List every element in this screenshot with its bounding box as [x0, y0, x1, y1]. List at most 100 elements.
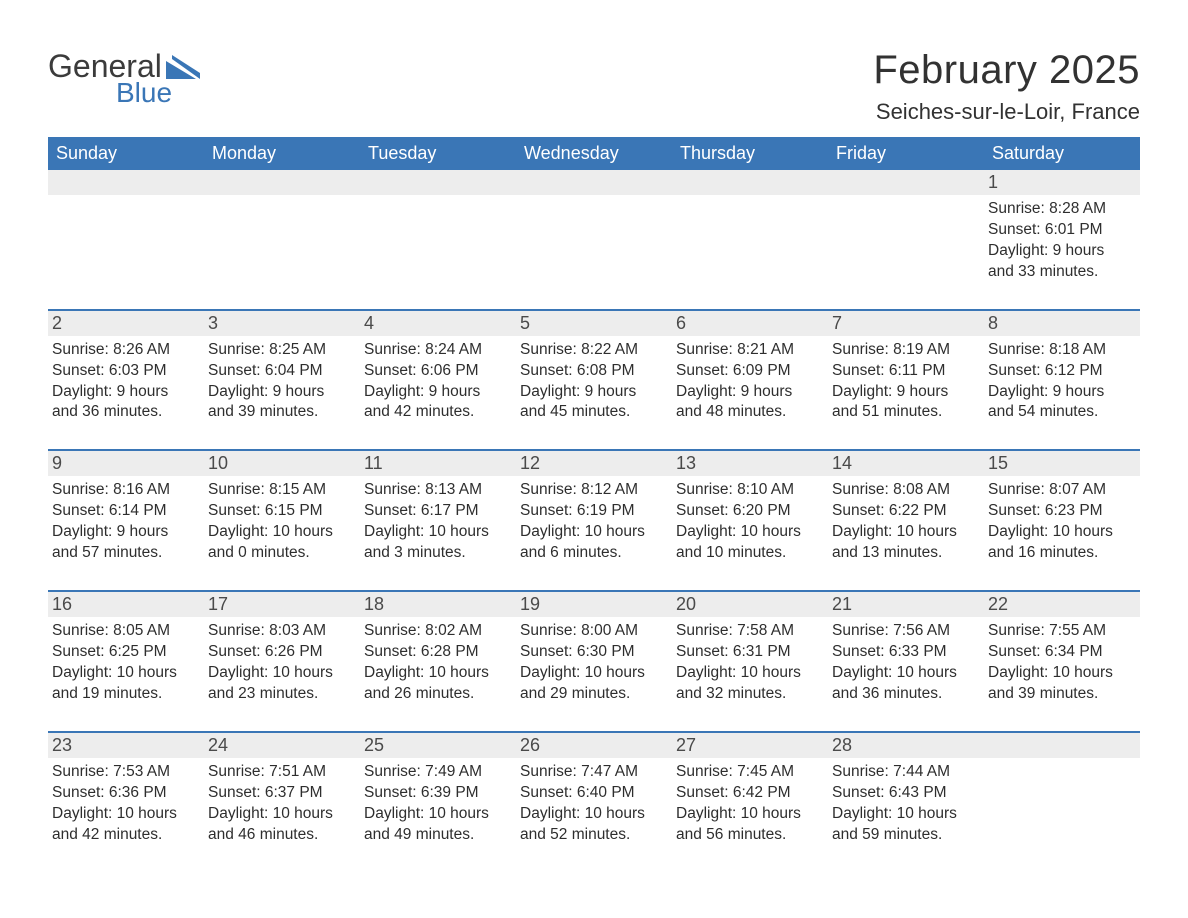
day-dl2: and 39 minutes.: [988, 684, 1132, 705]
day-body: Sunrise: 7:49 AMSunset: 6:39 PMDaylight:…: [364, 762, 508, 846]
day-dl1: Daylight: 10 hours: [208, 663, 352, 684]
day-sunrise: Sunrise: 8:24 AM: [364, 340, 508, 361]
day-dl2: and 57 minutes.: [52, 543, 196, 564]
day-number: 18: [364, 594, 384, 614]
day-body: Sunrise: 8:21 AMSunset: 6:09 PMDaylight:…: [676, 340, 820, 424]
day-sunset: Sunset: 6:43 PM: [832, 783, 976, 804]
day-dl2: and 51 minutes.: [832, 402, 976, 423]
day-cell: 5Sunrise: 8:22 AMSunset: 6:08 PMDaylight…: [516, 311, 672, 450]
day-dl1: Daylight: 9 hours: [208, 382, 352, 403]
day-sunrise: Sunrise: 7:49 AM: [364, 762, 508, 783]
day-sunset: Sunset: 6:04 PM: [208, 361, 352, 382]
day-dl2: and 45 minutes.: [520, 402, 664, 423]
day-dl1: Daylight: 10 hours: [208, 522, 352, 543]
day-cell: 10 Sunrise: 8:15 AMSunset: 6:15 PMDayligh…: [204, 451, 360, 590]
day-body: Sunrise: 8:07 AMSunset: 6:23 PMDaylight:…: [988, 480, 1132, 564]
brand-flag-icon: [166, 55, 202, 79]
day-sunrise: Sunrise: 8:18 AM: [988, 340, 1132, 361]
day-sunset: Sunset: 6:33 PM: [832, 642, 976, 663]
day-sunrise: Sunrise: 7:44 AM: [832, 762, 976, 783]
day-sunset: Sunset: 6:34 PM: [988, 642, 1132, 663]
day-number-strip: 24: [204, 733, 360, 758]
day-sunset: Sunset: 6:17 PM: [364, 501, 508, 522]
day-dl1: Daylight: 9 hours: [988, 241, 1132, 262]
day-sunrise: Sunrise: 8:26 AM: [52, 340, 196, 361]
day-number-strip: 12: [516, 451, 672, 476]
day-cell: 9Sunrise: 8:16 AMSunset: 6:14 PMDaylight…: [48, 451, 204, 590]
day-cell: 7Sunrise: 8:19 AMSunset: 6:11 PMDaylight…: [828, 311, 984, 450]
day-sunset: Sunset: 6:36 PM: [52, 783, 196, 804]
day-cell: 19Sunrise: 8:00 AMSunset: 6:30 PMDayligh…: [516, 592, 672, 731]
day-number-strip: 27: [672, 733, 828, 758]
day-body: Sunrise: 7:55 AMSunset: 6:34 PMDaylight:…: [988, 621, 1132, 705]
day-sunset: Sunset: 6:06 PM: [364, 361, 508, 382]
day-body: Sunrise: 8:02 AMSunset: 6:28 PMDaylight:…: [364, 621, 508, 705]
day-number: 22: [988, 594, 1008, 614]
week-row: 1Sunrise: 8:28 AMSunset: 6:01 PMDaylight…: [48, 170, 1140, 309]
day-body: Sunrise: 7:56 AMSunset: 6:33 PMDaylight:…: [832, 621, 976, 705]
day-dl1: Daylight: 10 hours: [520, 522, 664, 543]
day-body: Sunrise: 8:28 AMSunset: 6:01 PMDaylight:…: [988, 199, 1132, 283]
day-number-strip: 17: [204, 592, 360, 617]
day-body: Sunrise: 7:51 AMSunset: 6:37 PMDaylight:…: [208, 762, 352, 846]
day-cell-empty: [984, 733, 1140, 872]
day-dl2: and 0 minutes.: [208, 543, 352, 564]
day-number: 24: [208, 735, 228, 755]
day-number-strip: 2: [48, 311, 204, 336]
day-dl2: and 6 minutes.: [520, 543, 664, 564]
day-number: 6: [676, 313, 686, 333]
day-body: Sunrise: 8:12 AMSunset: 6:19 PMDaylight:…: [520, 480, 664, 564]
day-dl2: and 46 minutes.: [208, 825, 352, 846]
day-cell: 27Sunrise: 7:45 AMSunset: 6:42 PMDayligh…: [672, 733, 828, 872]
day-body: Sunrise: 8:03 AMSunset: 6:26 PMDaylight:…: [208, 621, 352, 705]
week-row: 16Sunrise: 8:05 AMSunset: 6:25 PMDayligh…: [48, 590, 1140, 731]
day-dl1: Daylight: 10 hours: [988, 522, 1132, 543]
day-dl2: and 26 minutes.: [364, 684, 508, 705]
day-body: Sunrise: 7:44 AMSunset: 6:43 PMDaylight:…: [832, 762, 976, 846]
day-number-strip: 10: [204, 451, 360, 476]
day-number-strip: [204, 170, 360, 195]
day-number-strip: 23: [48, 733, 204, 758]
day-sunset: Sunset: 6:30 PM: [520, 642, 664, 663]
day-dl1: Daylight: 10 hours: [364, 663, 508, 684]
day-sunrise: Sunrise: 7:53 AM: [52, 762, 196, 783]
day-sunset: Sunset: 6:03 PM: [52, 361, 196, 382]
day-number: 11: [364, 453, 383, 473]
day-sunrise: Sunrise: 8:02 AM: [364, 621, 508, 642]
day-dl1: Daylight: 10 hours: [832, 663, 976, 684]
day-dl1: Daylight: 10 hours: [520, 804, 664, 825]
day-number-strip: 7: [828, 311, 984, 336]
day-sunrise: Sunrise: 8:15 AM: [208, 480, 352, 501]
day-dl1: Daylight: 9 hours: [676, 382, 820, 403]
day-sunset: Sunset: 6:15 PM: [208, 501, 352, 522]
day-cell: 13Sunrise: 8:10 AMSunset: 6:20 PMDayligh…: [672, 451, 828, 590]
day-dl2: and 52 minutes.: [520, 825, 664, 846]
day-number-strip: 13: [672, 451, 828, 476]
day-dl2: and 48 minutes.: [676, 402, 820, 423]
day-sunrise: Sunrise: 7:51 AM: [208, 762, 352, 783]
day-dl2: and 42 minutes.: [52, 825, 196, 846]
day-body: Sunrise: 8:18 AMSunset: 6:12 PMDaylight:…: [988, 340, 1132, 424]
week-row: 2 Sunrise: 8:26 AMSunset: 6:03 PM Daylight…: [48, 309, 1140, 450]
day-cell-empty: [672, 170, 828, 309]
day-cell: 12 Sunrise: 8:12 AMSunset: 6:19 PMDayligh…: [516, 451, 672, 590]
day-number: 2: [52, 313, 62, 333]
day-number-strip: [672, 170, 828, 195]
day-cell-empty: [516, 170, 672, 309]
day-sunset: Sunset: 6:12 PM: [988, 361, 1132, 382]
day-dl2: and 16 minutes.: [988, 543, 1132, 564]
day-number-strip: 11: [360, 451, 516, 476]
day-number: 15: [988, 453, 1008, 473]
day-number: 25: [364, 735, 384, 755]
day-dl1: Daylight: 10 hours: [676, 522, 820, 543]
days-of-week-header: SundayMondayTuesdayWednesdayThursdayFrid…: [48, 137, 1140, 170]
day-cell: 3Sunrise: 8:25 AMSunset: 6:04 PMDaylight…: [204, 311, 360, 450]
day-number: 9: [52, 453, 62, 473]
day-number: 7: [832, 313, 842, 333]
day-number-strip: [516, 170, 672, 195]
day-cell: 25 Sunrise: 7:49 AMSunset: 6:39 PMDayligh…: [360, 733, 516, 872]
day-sunrise: Sunrise: 7:55 AM: [988, 621, 1132, 642]
day-number-strip: 28: [828, 733, 984, 758]
day-sunset: Sunset: 6:37 PM: [208, 783, 352, 804]
day-cell: 16Sunrise: 8:05 AMSunset: 6:25 PMDayligh…: [48, 592, 204, 731]
